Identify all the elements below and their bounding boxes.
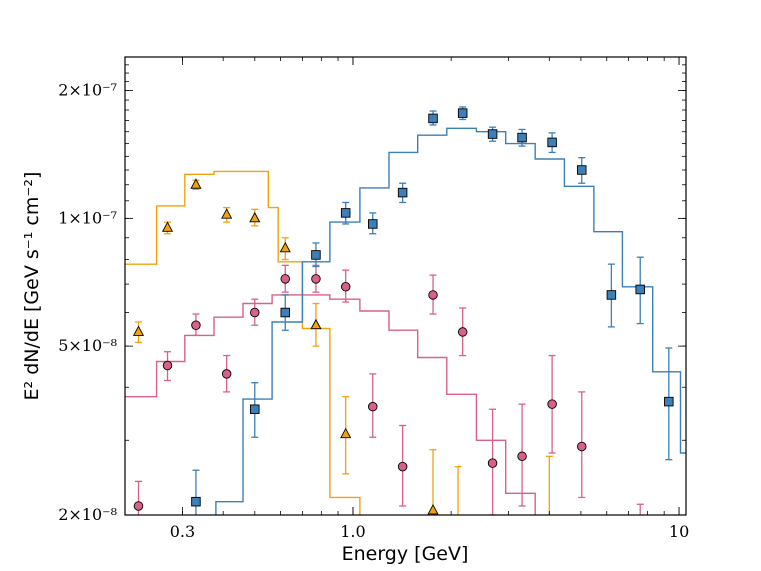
- data-point-square: [340, 208, 351, 218]
- data-point-circle: [250, 307, 260, 318]
- x-tick-label: 0.3: [170, 522, 195, 541]
- x-tick-labels: 0.3 1.0 10: [170, 522, 690, 541]
- data-point-circle: [397, 461, 408, 472]
- y-tick-label: 1×10⁻⁷: [58, 208, 117, 227]
- data-point-triangle: [221, 208, 233, 219]
- data-point-square: [368, 219, 378, 229]
- data-point-circle: [457, 327, 468, 337]
- data-point-triangle: [279, 241, 291, 253]
- data-point-circle: [340, 282, 351, 292]
- data-point-circle: [428, 290, 438, 300]
- model-line-2: [215, 127, 686, 515]
- data-point-triangle: [161, 221, 174, 232]
- data-point-square: [577, 165, 587, 175]
- data-point-square: [250, 404, 260, 414]
- data-point-circle: [547, 399, 557, 409]
- x-tick-label: 1.0: [340, 522, 365, 541]
- y-tick-labels: 2×10⁻⁸ 5×10⁻⁸ 1×10⁻⁷ 2×10⁻⁷: [58, 81, 117, 524]
- data-point-square: [457, 108, 468, 118]
- axis-ticks: [124, 57, 686, 516]
- y-tick-label: 2×10⁻⁷: [58, 81, 117, 100]
- data-point-square: [547, 137, 557, 148]
- x-tick-label: 10: [669, 522, 689, 541]
- data-point-circle: [311, 274, 321, 284]
- data-point-triangle: [132, 325, 145, 336]
- data-point-circle: [368, 401, 378, 412]
- y-tick-label: 5×10⁻⁸: [58, 336, 117, 355]
- data-point-circle: [280, 274, 290, 284]
- data-point-square: [635, 284, 645, 295]
- data-point-circle: [517, 451, 527, 462]
- data-markers: [132, 108, 674, 515]
- data-point-square: [311, 250, 321, 260]
- data-point-square: [191, 496, 201, 507]
- y-tick-label: 2×10⁻⁸: [58, 505, 117, 524]
- x-axis-label: Energy [GeV]: [342, 543, 469, 565]
- data-point-circle: [191, 320, 201, 330]
- data-point-triangle: [310, 318, 322, 330]
- data-point-circle: [487, 458, 498, 468]
- data-point-triangle: [249, 211, 261, 223]
- data-point-square: [606, 290, 617, 300]
- data-point-triangle: [427, 503, 439, 515]
- data-point-square: [487, 129, 498, 139]
- data-point-circle: [577, 441, 587, 452]
- model-line-0: [125, 170, 361, 515]
- y-axis-label: E² dN/dE [GeV s⁻¹ cm⁻²]: [21, 172, 43, 401]
- data-point-triangle: [340, 427, 352, 439]
- data-point-square: [517, 132, 527, 143]
- data-point-square: [397, 187, 408, 198]
- data-point-circle: [133, 501, 144, 511]
- plot-frame: [124, 56, 687, 516]
- data-point-triangle: [190, 178, 202, 189]
- data-point-square: [664, 396, 674, 407]
- data-point-square: [280, 307, 290, 318]
- data-point-square: [428, 113, 438, 124]
- data-point-circle: [162, 360, 173, 371]
- data-point-circle: [221, 369, 232, 379]
